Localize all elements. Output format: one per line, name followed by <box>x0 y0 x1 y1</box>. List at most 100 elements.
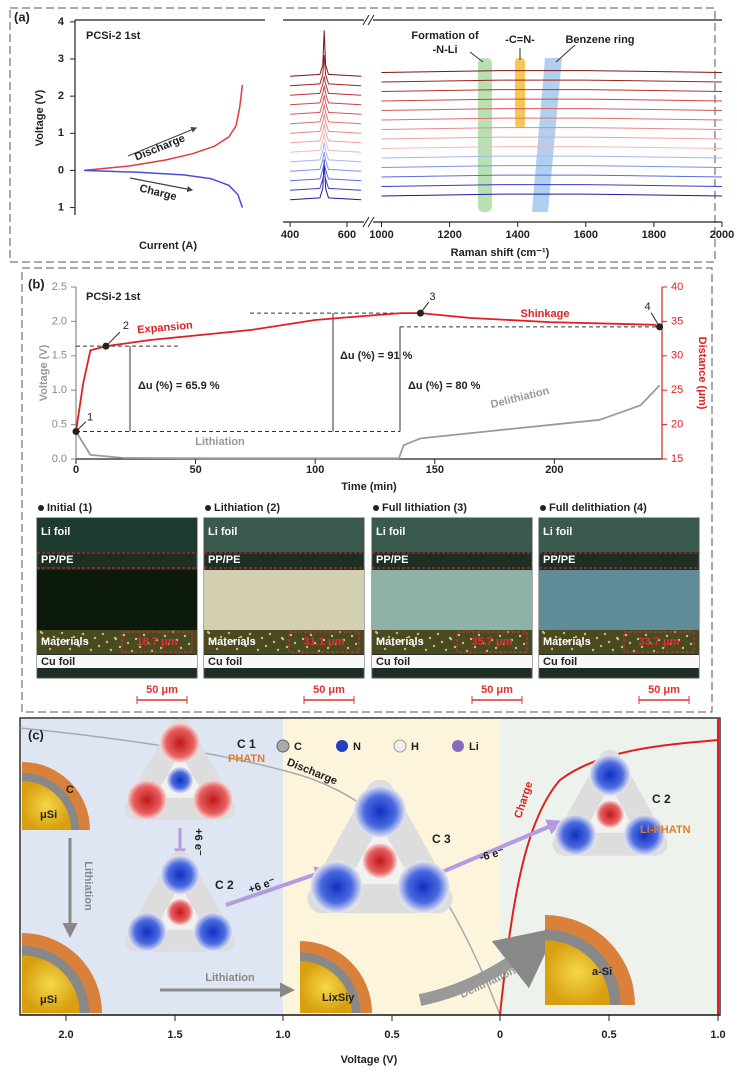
data-line <box>290 123 362 144</box>
scale-label: 50 μm <box>313 684 345 696</box>
pointer <box>105 331 121 347</box>
speckle <box>260 636 264 640</box>
annotation: Lithiation <box>195 436 245 448</box>
pointer <box>420 301 430 314</box>
speckle <box>403 647 407 651</box>
speckle <box>379 639 383 643</box>
speckle <box>60 631 64 635</box>
molecule-lobe <box>353 785 407 838</box>
y-tick-label: 4 <box>58 16 65 28</box>
speckle <box>313 641 317 645</box>
speckle <box>611 648 615 652</box>
scale-label: 50 μm <box>481 684 513 696</box>
molecule-core <box>362 843 398 879</box>
y-tick-label: 2.5 <box>52 281 67 293</box>
label: LixSiy <box>322 992 355 1004</box>
speckle <box>566 639 570 643</box>
x-axis-label: Current (A) <box>139 240 197 252</box>
speckle <box>252 640 256 644</box>
x-tick-label: 2.0 <box>58 1029 73 1041</box>
speckle <box>436 632 440 636</box>
particle-layer <box>22 781 71 830</box>
speckle <box>546 639 550 643</box>
x-tick-label: 1400 <box>505 229 529 241</box>
molecule-label: C 3 <box>432 832 451 846</box>
speckle <box>134 637 138 641</box>
speckle <box>440 640 444 644</box>
molecule-lobe <box>160 723 200 763</box>
pointer <box>555 44 576 63</box>
bullet <box>373 505 379 511</box>
annotation: Expansion <box>137 319 194 336</box>
molecule-lobe <box>397 860 450 914</box>
layer <box>372 655 532 668</box>
speckle <box>391 643 395 647</box>
data-line <box>381 79 723 83</box>
x-tick-label: 1.5 <box>167 1029 182 1041</box>
speckle <box>52 635 56 639</box>
speckle <box>550 647 554 651</box>
molecules <box>125 718 668 952</box>
data-line <box>290 170 362 191</box>
layer <box>37 570 197 630</box>
speckle <box>215 647 219 651</box>
speckle <box>477 633 481 637</box>
x-tick-label: 1800 <box>642 229 666 241</box>
particle-layer <box>300 961 352 1013</box>
speckle <box>494 646 498 650</box>
speckle <box>677 638 681 642</box>
speckle <box>68 647 72 651</box>
speckle <box>490 638 494 642</box>
panel-label: (a) <box>14 9 30 24</box>
speckle <box>591 648 595 652</box>
data-line <box>381 89 723 92</box>
data-line <box>290 132 362 153</box>
atom-key <box>276 739 290 753</box>
scale-label: 50 μm <box>146 684 178 696</box>
x-tick-label: 1.0 <box>275 1029 290 1041</box>
speckle <box>40 631 44 635</box>
speckle <box>179 646 183 650</box>
x-tick-label: 0 <box>497 1029 503 1041</box>
speckle <box>583 632 587 636</box>
speckle <box>93 636 97 640</box>
arrow <box>127 127 198 157</box>
layer-label: Li foil <box>376 526 405 538</box>
axis-break <box>367 14 375 26</box>
particle-layer <box>22 955 80 1013</box>
speckle <box>64 639 68 643</box>
speckle <box>587 640 591 644</box>
layer-label: PP/PE <box>376 554 408 566</box>
molecule-core <box>596 800 624 829</box>
speckle <box>281 637 285 641</box>
speckle <box>293 641 297 645</box>
y2-tick-label: 25 <box>671 384 683 396</box>
speckle <box>219 635 223 639</box>
y-tick-label: 1 <box>58 201 64 213</box>
speckle <box>138 645 142 649</box>
point-label: 3 <box>429 291 435 303</box>
y2-axis-label: Distance (μm) <box>696 337 708 410</box>
x-tick-label: 100 <box>306 464 324 476</box>
data-line <box>83 84 244 172</box>
speckle <box>276 648 280 652</box>
speckle <box>558 643 562 647</box>
speckle <box>599 644 603 648</box>
speckle <box>514 646 518 650</box>
y-axis-label: Voltage (V) <box>38 344 50 401</box>
layer-label: Li foil <box>208 526 237 538</box>
speckle <box>342 638 346 642</box>
atom-label: N <box>353 741 361 753</box>
speckle <box>669 642 673 646</box>
molecule-lobe <box>160 855 200 895</box>
speckle <box>522 642 526 646</box>
layer <box>204 630 364 654</box>
speckle <box>640 645 644 649</box>
speckle <box>665 634 669 638</box>
speckle <box>607 640 611 644</box>
x-tick-label: 1600 <box>574 229 598 241</box>
speckle <box>350 634 354 638</box>
x-axis-label: Voltage (V) <box>341 1054 398 1066</box>
speckle <box>657 638 661 642</box>
